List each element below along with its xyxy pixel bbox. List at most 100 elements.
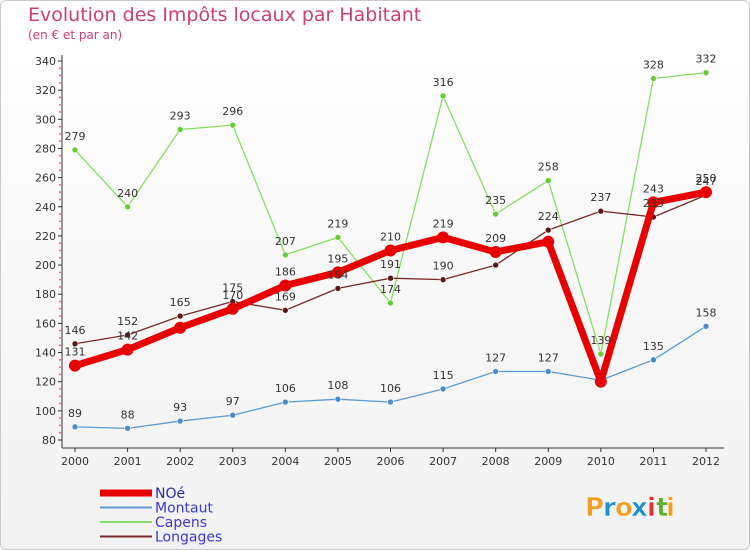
y-tick-label: 140 — [35, 347, 56, 360]
y-tick-label: 320 — [35, 84, 56, 97]
y-minor-tick — [59, 103, 61, 106]
data-point — [597, 350, 605, 358]
y-tick-label: 280 — [35, 142, 56, 155]
y-minor-tick — [59, 184, 61, 186]
data-point — [492, 210, 499, 218]
data-label: 175 — [222, 282, 243, 295]
data-point — [124, 331, 131, 339]
data-label: 328 — [643, 58, 664, 71]
data-point — [121, 343, 134, 356]
y-minor-tick — [59, 395, 61, 398]
y-minor-tick — [59, 132, 61, 135]
brand-logo-letter: r — [603, 493, 616, 523]
y-tick-label: 120 — [35, 376, 56, 389]
y-minor-tick — [59, 220, 61, 223]
brand-logo-letter: i — [647, 493, 656, 523]
data-point — [492, 261, 499, 269]
y-minor-tick — [59, 162, 61, 164]
data-point — [437, 231, 450, 244]
data-label: 115 — [433, 369, 454, 382]
data-point — [176, 126, 184, 133]
x-tick-label: 2009 — [534, 455, 562, 468]
y-minor-tick — [59, 417, 61, 420]
data-label: 170 — [222, 289, 243, 302]
data-point — [650, 356, 657, 364]
data-label: 152 — [117, 315, 138, 328]
y-minor-tick — [59, 344, 61, 347]
data-point — [702, 69, 710, 76]
brand-logo-letter: P — [585, 493, 604, 523]
data-point — [334, 285, 342, 292]
brand-logo-letter: i — [666, 493, 675, 523]
y-minor-tick — [59, 300, 61, 303]
legend-label: Montaut — [155, 501, 213, 517]
y-minor-tick — [59, 67, 61, 70]
x-tick-label: 2000 — [61, 455, 89, 468]
x-tick-label: 2012 — [692, 455, 720, 468]
data-label: 106 — [275, 382, 296, 395]
data-point — [700, 186, 712, 199]
y-tick-label: 80 — [42, 434, 56, 447]
x-tick-label: 2010 — [587, 455, 615, 468]
chart-title: Evolution des Impôts locaux par Habitant — [28, 4, 422, 26]
data-label: 219 — [327, 217, 348, 230]
data-point — [331, 266, 344, 279]
data-label: 174 — [380, 283, 401, 296]
y-minor-tick — [59, 278, 61, 281]
data-label: 131 — [65, 346, 86, 359]
data-label: 219 — [433, 217, 454, 230]
brand-logo-letter: x — [631, 493, 648, 523]
y-minor-tick — [59, 329, 61, 332]
brand-logo-letter: t — [656, 493, 668, 523]
data-point — [176, 312, 184, 320]
data-label: 237 — [590, 191, 611, 204]
data-point — [387, 398, 394, 406]
data-label: 158 — [696, 306, 717, 319]
data-label: 190 — [433, 260, 454, 273]
data-label: 135 — [643, 340, 664, 353]
data-point — [387, 299, 394, 307]
y-tick-label: 220 — [35, 230, 56, 243]
y-minor-tick — [59, 213, 61, 215]
data-label: 191 — [380, 258, 401, 271]
data-point — [279, 279, 292, 292]
y-minor-tick — [59, 198, 61, 201]
y-minor-tick — [59, 249, 61, 252]
data-label: 209 — [485, 232, 506, 245]
data-label: 224 — [538, 210, 559, 223]
data-label: 207 — [275, 235, 296, 248]
brand-logo-letter: o — [615, 493, 633, 523]
data-point — [282, 251, 289, 259]
y-minor-tick — [59, 366, 61, 369]
data-point — [594, 375, 607, 388]
data-point — [492, 368, 499, 375]
data-label: 165 — [170, 296, 191, 309]
series-noé — [69, 186, 712, 388]
data-point — [282, 306, 289, 314]
data-point — [334, 395, 342, 403]
data-point — [384, 244, 397, 257]
data-point — [174, 321, 187, 334]
y-minor-tick — [59, 81, 61, 84]
y-tick-label: 200 — [35, 259, 56, 272]
data-point — [544, 177, 552, 184]
data-point — [226, 302, 239, 315]
data-point — [71, 423, 79, 431]
y-minor-tick — [59, 256, 61, 259]
data-point — [69, 359, 81, 372]
data-label: 89 — [68, 407, 82, 420]
data-point — [702, 322, 710, 330]
data-label: 296 — [222, 105, 243, 118]
y-tick-label: 240 — [35, 201, 56, 214]
data-label: 169 — [275, 290, 296, 303]
data-point — [229, 121, 237, 129]
data-point — [387, 274, 394, 282]
x-tick-label: 2003 — [219, 455, 247, 468]
y-minor-tick — [59, 373, 61, 376]
data-label: 210 — [380, 231, 401, 244]
data-label: 233 — [643, 197, 664, 210]
series-longages — [71, 191, 710, 348]
data-label: 316 — [433, 76, 454, 89]
data-label: 93 — [173, 401, 187, 414]
